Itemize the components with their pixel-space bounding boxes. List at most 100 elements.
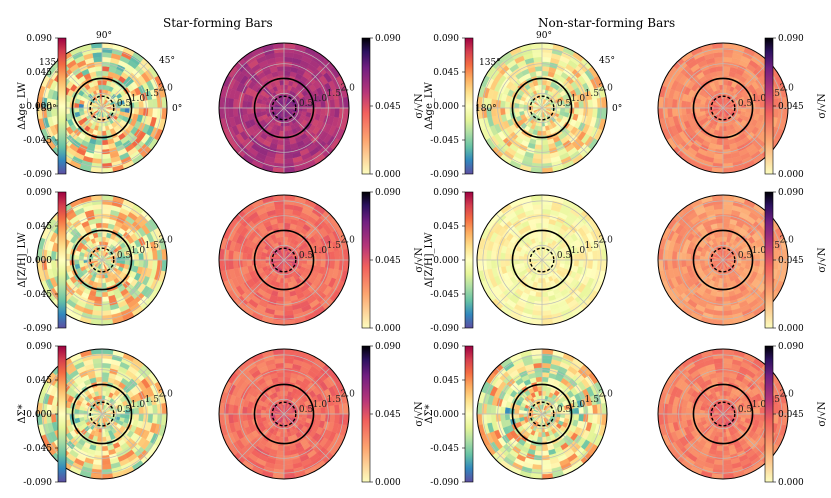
cell (541, 231, 548, 238)
cell (133, 259, 140, 267)
cell (246, 253, 253, 261)
cell (531, 199, 543, 206)
cell (283, 56, 294, 63)
cell (92, 310, 103, 316)
cell (535, 139, 543, 146)
cell (541, 139, 549, 146)
cell (95, 291, 103, 298)
cell (138, 413, 144, 422)
cell (662, 249, 669, 261)
radial-label: 2.0 (780, 236, 795, 246)
cell (138, 259, 144, 268)
cell (681, 107, 687, 116)
polar-panel-r1-c1: 0.51.01.52.0 (218, 194, 355, 326)
cell (101, 70, 109, 77)
cell (96, 436, 103, 443)
cell (101, 390, 107, 396)
cell (694, 102, 701, 109)
cell (95, 222, 103, 229)
cell (228, 98, 234, 109)
cell (699, 103, 705, 109)
cell (101, 66, 110, 72)
cell (722, 236, 728, 242)
cell (152, 404, 158, 415)
cell (147, 413, 154, 424)
cell (95, 445, 103, 452)
cell (260, 409, 266, 415)
cell (101, 464, 112, 470)
cell (73, 102, 80, 109)
cell (101, 353, 113, 360)
cell (94, 450, 103, 456)
cell (94, 144, 103, 150)
cell (713, 305, 724, 312)
cell (283, 208, 294, 215)
cell (531, 47, 543, 54)
cell (722, 305, 733, 312)
cell (223, 107, 230, 119)
cell (329, 250, 336, 261)
cell (541, 208, 552, 215)
cell (685, 259, 692, 267)
cell (713, 208, 724, 215)
cell (718, 126, 724, 132)
cell (152, 413, 158, 424)
cell (754, 107, 761, 115)
cell (722, 162, 734, 169)
cell (273, 47, 285, 54)
cell (541, 47, 553, 54)
cell (152, 98, 158, 109)
cell (685, 107, 692, 115)
cell (283, 158, 294, 164)
cell (541, 314, 553, 321)
cell (133, 413, 140, 421)
cell (97, 278, 103, 284)
radial-label: 2.0 (599, 236, 614, 246)
cell (101, 56, 112, 63)
cell (101, 305, 112, 312)
radial-label: 0.5 (117, 405, 132, 415)
radial-label: 0.5 (117, 99, 132, 109)
cell (274, 158, 285, 164)
cell (490, 250, 497, 261)
cell (518, 255, 524, 261)
cell (541, 56, 552, 63)
cell (279, 278, 285, 284)
cell (716, 222, 724, 229)
cell (101, 231, 108, 238)
cell (716, 70, 724, 77)
cell (534, 144, 543, 150)
cell (481, 249, 488, 261)
cell (283, 310, 294, 316)
cell (759, 107, 765, 116)
radial-label: 1.5 (585, 89, 600, 99)
cell (716, 291, 724, 298)
cell (73, 254, 80, 261)
cell (147, 259, 154, 270)
cell (671, 107, 678, 118)
cell (537, 126, 543, 132)
cell (592, 107, 598, 118)
cell (587, 107, 594, 118)
cell (717, 282, 724, 289)
cell (147, 404, 154, 415)
cell (592, 259, 598, 270)
cell (722, 158, 733, 164)
cell (338, 107, 345, 119)
cell (715, 296, 724, 302)
cell (694, 254, 701, 261)
angle-label: 0° (612, 104, 622, 114)
cell (500, 259, 506, 268)
cell (338, 97, 345, 109)
cell (92, 52, 103, 58)
cell (500, 107, 506, 116)
angle-label: 0° (172, 104, 182, 114)
cell (596, 249, 603, 261)
cell (101, 450, 110, 456)
cell (246, 107, 253, 115)
radial-label: 1.0 (131, 94, 146, 104)
cell (504, 259, 511, 267)
cell (541, 305, 552, 312)
cell (156, 107, 163, 119)
cell (535, 291, 543, 298)
